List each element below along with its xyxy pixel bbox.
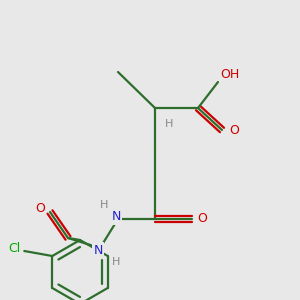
Text: OH: OH: [220, 68, 240, 80]
Text: O: O: [229, 124, 239, 136]
Text: O: O: [35, 202, 45, 214]
Text: N: N: [111, 211, 121, 224]
Text: O: O: [197, 212, 207, 226]
Text: H: H: [100, 200, 108, 210]
Text: H: H: [165, 119, 173, 129]
Text: N: N: [93, 244, 103, 256]
Text: H: H: [112, 257, 120, 267]
Text: Cl: Cl: [8, 242, 20, 256]
